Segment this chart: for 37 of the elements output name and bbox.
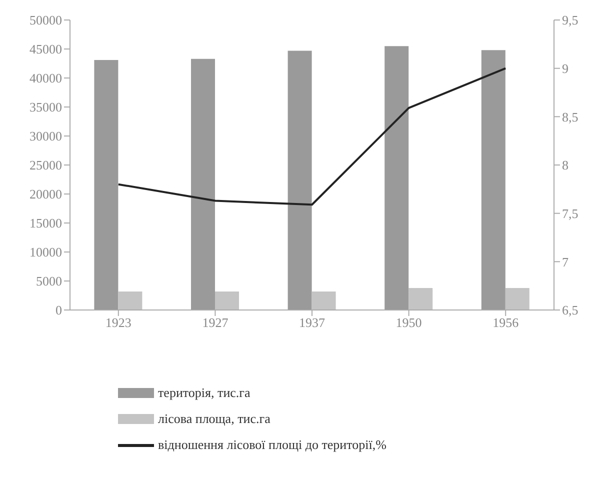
y-tick-label: 45000 bbox=[30, 42, 62, 57]
bar bbox=[312, 291, 336, 310]
y-tick-label: 40000 bbox=[30, 70, 62, 86]
y-tick-label: 10000 bbox=[30, 244, 62, 260]
y2-tick-label: 6,5 bbox=[562, 302, 578, 318]
y-tick-label: 0 bbox=[56, 302, 62, 318]
bar bbox=[191, 58, 215, 310]
y-tick-label: 25000 bbox=[30, 158, 62, 173]
y-tick-label: 35000 bbox=[30, 100, 62, 115]
bar bbox=[118, 291, 142, 310]
y2-tick-label: 7,5 bbox=[562, 206, 578, 221]
y-tick-label: 15000 bbox=[30, 216, 62, 231]
bar bbox=[215, 291, 239, 310]
bar bbox=[384, 46, 409, 310]
y2-tick-label: 9,5 bbox=[562, 12, 578, 28]
bar bbox=[288, 50, 312, 310]
x-tick-label: 1923 bbox=[105, 315, 132, 330]
x-tick-label: 1937 bbox=[299, 315, 326, 330]
legend-label: територія, тис.га bbox=[158, 384, 250, 402]
y2-tick-label: 7 bbox=[562, 254, 569, 270]
x-tick-label: 1956 bbox=[492, 315, 520, 330]
y2-tick-label: 8,5 bbox=[562, 109, 578, 124]
bar bbox=[505, 288, 530, 310]
bar bbox=[94, 60, 118, 310]
y-tick-label: 50000 bbox=[30, 12, 62, 28]
legend-label: відношення лісової площі до території,% bbox=[158, 436, 386, 454]
y2-tick-label: 8 bbox=[562, 158, 568, 173]
y-tick-label: 30000 bbox=[30, 128, 62, 144]
x-tick-label: 1950 bbox=[396, 315, 422, 330]
bar bbox=[481, 50, 506, 310]
bar bbox=[408, 288, 433, 310]
y2-tick-label: 9 bbox=[562, 60, 568, 76]
legend-label: лісова площа, тис.га bbox=[158, 410, 270, 428]
y-tick-label: 20000 bbox=[30, 186, 62, 202]
x-tick-label: 1927 bbox=[202, 315, 229, 330]
line-series bbox=[117, 67, 507, 206]
y-tick-label: 5000 bbox=[36, 274, 62, 289]
